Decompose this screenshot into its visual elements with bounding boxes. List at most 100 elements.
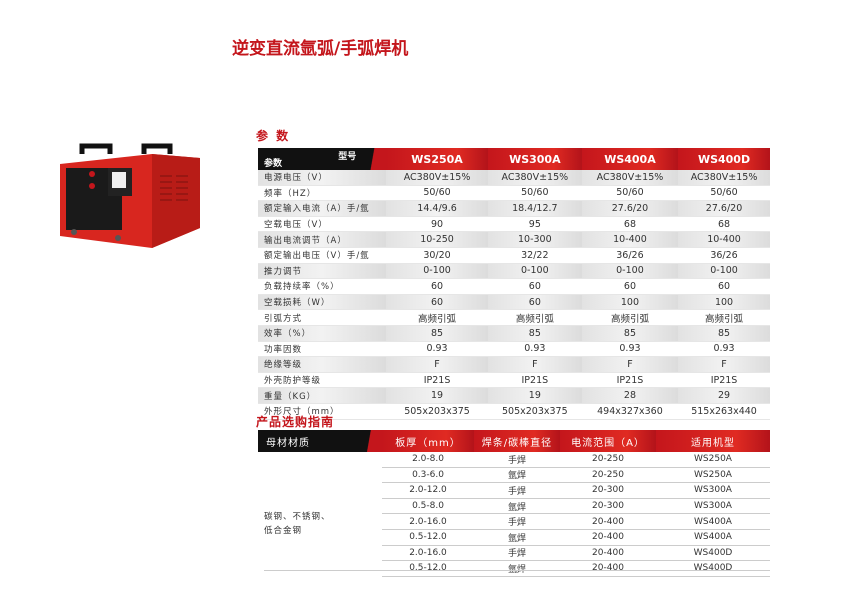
spec-header-row: 型号 参数 WS250A WS300A WS400A WS400D — [258, 148, 770, 170]
spec-section-title: 参 数 — [256, 129, 291, 143]
spec-value: 505x203x375 — [487, 403, 582, 420]
spec-row: 推力调节 0-100 0-100 0-100 0-100 — [258, 263, 770, 280]
guide-value: WS400D — [656, 560, 770, 577]
product-image-welder — [60, 143, 200, 248]
model-header: WS400D — [678, 148, 770, 170]
spec-value: 60 — [487, 294, 582, 311]
guide-value: 2.0-12.0 — [382, 482, 474, 499]
guide-section-title: 产品选购指南 — [256, 415, 335, 429]
guide-value: 氩焊 — [474, 560, 560, 577]
spec-value: 100 — [678, 294, 770, 311]
spec-table: 型号 参数 WS250A WS300A WS400A WS400D 电源电压（V… — [258, 148, 770, 420]
spec-row: 负载持续率（%） 60 60 60 60 — [258, 278, 770, 295]
guide-value: 2.0-8.0 — [382, 452, 474, 468]
guide-value: 20-250 — [560, 452, 656, 468]
spec-value: F — [386, 356, 488, 373]
spec-value: 30/20 — [386, 247, 488, 264]
spec-value: 19 — [386, 387, 488, 404]
spec-value: 高频引弧 — [678, 309, 770, 326]
spec-value: 60 — [581, 278, 679, 295]
spec-value: IP21S — [581, 372, 679, 389]
spec-label: 重量（KG） — [258, 387, 387, 404]
corner-top-label: 型号 — [338, 152, 357, 162]
guide-value: WS400D — [656, 545, 770, 562]
guide-row: 0.5-12.0 氩焊 20-400 WS400A — [258, 529, 770, 546]
spec-row: 空载损耗（W） 60 60 100 100 — [258, 294, 770, 311]
spec-value: 60 — [487, 278, 582, 295]
guide-value: 20-400 — [560, 560, 656, 577]
spec-label: 电源电压（V） — [258, 170, 387, 186]
spec-value: 高频引弧 — [487, 309, 582, 326]
spec-value: 14.4/9.6 — [386, 200, 488, 217]
spec-label: 外壳防护等级 — [258, 372, 387, 389]
spec-label: 外形尺寸（mm） — [258, 403, 387, 420]
guide-row: 0.5-8.0 氩焊 20-300 WS300A — [258, 498, 770, 515]
spec-value: 18.4/12.7 — [487, 200, 582, 217]
spec-value: 85 — [386, 325, 488, 342]
spec-value: 28 — [581, 387, 679, 404]
guide-header-row: 母材材质 板厚（mm） 焊条/碳棒直径 电流范围（A） 适用机型 — [258, 430, 770, 452]
guide-value: 2.0-16.0 — [382, 513, 474, 530]
guide-value: WS300A — [656, 482, 770, 499]
spec-value: 36/26 — [581, 247, 679, 264]
spec-value: 50/60 — [581, 185, 679, 202]
spec-row: 功率因数 0.93 0.93 0.93 0.93 — [258, 341, 770, 358]
spec-label: 额定输入电流（A）手/氩 — [258, 200, 387, 217]
spec-value: IP21S — [386, 372, 488, 389]
page-title: 逆变直流氩弧/手弧焊机 — [232, 39, 409, 59]
spec-value: IP21S — [678, 372, 770, 389]
guide-value: 20-400 — [560, 545, 656, 562]
spec-value: 27.6/20 — [581, 200, 679, 217]
spec-value: 0-100 — [678, 263, 770, 280]
spec-value: 90 — [386, 216, 488, 233]
spec-value: 85 — [487, 325, 582, 342]
spec-value: 10-400 — [678, 231, 770, 248]
guide-value: 氩焊 — [474, 467, 560, 484]
spec-row: 引弧方式 高频引弧 高频引弧 高频引弧 高频引弧 — [258, 309, 770, 326]
guide-header: 板厚（mm） — [382, 430, 474, 452]
spec-label: 空载电压（V） — [258, 216, 387, 233]
guide-row: 碳钢、不锈钢、 低合金钢 2.0-8.0 手焊 20-250 WS250A — [258, 452, 770, 536]
spec-row: 重量（KG） 19 19 28 29 — [258, 387, 770, 404]
spec-row: 电源电压（V） AC380V±15% AC380V±15% AC380V±15% AC3… — [258, 170, 770, 186]
guide-value: 手焊 — [474, 513, 560, 530]
spec-row: 效率（%） 85 85 85 85 — [258, 325, 770, 342]
guide-header: 电流范围（A） — [560, 430, 656, 452]
guide-header: 母材材质 — [258, 430, 382, 452]
spec-value: 0-100 — [581, 263, 679, 280]
spec-value: 高频引弧 — [581, 309, 679, 326]
spec-value: 60 — [678, 278, 770, 295]
spec-value: 0-100 — [487, 263, 582, 280]
guide-row: 0.5-12.0 氩焊 20-400 WS400D — [258, 560, 770, 577]
spec-value: 10-250 — [386, 231, 488, 248]
spec-value: 36/26 — [678, 247, 770, 264]
guide-value: 氩焊 — [474, 498, 560, 515]
spec-value: F — [678, 356, 770, 373]
guide-value: 氩焊 — [474, 529, 560, 546]
spec-value: 60 — [386, 278, 488, 295]
spec-row: 额定输出电压（V）手/氩 30/20 32/22 36/26 36/26 — [258, 247, 770, 264]
spec-value: 505x203x375 — [386, 403, 488, 420]
guide-header: 适用机型 — [656, 430, 770, 452]
guide-value: 0.5-12.0 — [382, 560, 474, 577]
spec-value: 0.93 — [581, 341, 679, 358]
spec-value: AC380V±15% — [581, 170, 679, 186]
spec-value: 0.93 — [678, 341, 770, 358]
guide-value: 20-250 — [560, 467, 656, 484]
spec-value: 0.93 — [487, 341, 582, 358]
guide-value: 手焊 — [474, 545, 560, 562]
spec-value: 50/60 — [386, 185, 488, 202]
spec-value: IP21S — [487, 372, 582, 389]
guide-value: 20-300 — [560, 482, 656, 499]
spec-value: AC380V±15% — [386, 170, 488, 186]
spec-label: 绝缘等级 — [258, 356, 387, 373]
model-header: WS400A — [581, 148, 679, 170]
spec-value: 100 — [581, 294, 679, 311]
spec-label: 负载持续率（%） — [258, 278, 387, 295]
spec-value: AC380V±15% — [678, 170, 770, 186]
guide-row: 2.0-12.0 手焊 20-300 WS300A — [258, 482, 770, 499]
guide-row: 0.3-6.0 氩焊 20-250 WS250A — [258, 467, 770, 484]
spec-value: 50/60 — [678, 185, 770, 202]
spec-label: 引弧方式 — [258, 309, 387, 326]
guide-value: 2.0-16.0 — [382, 545, 474, 562]
